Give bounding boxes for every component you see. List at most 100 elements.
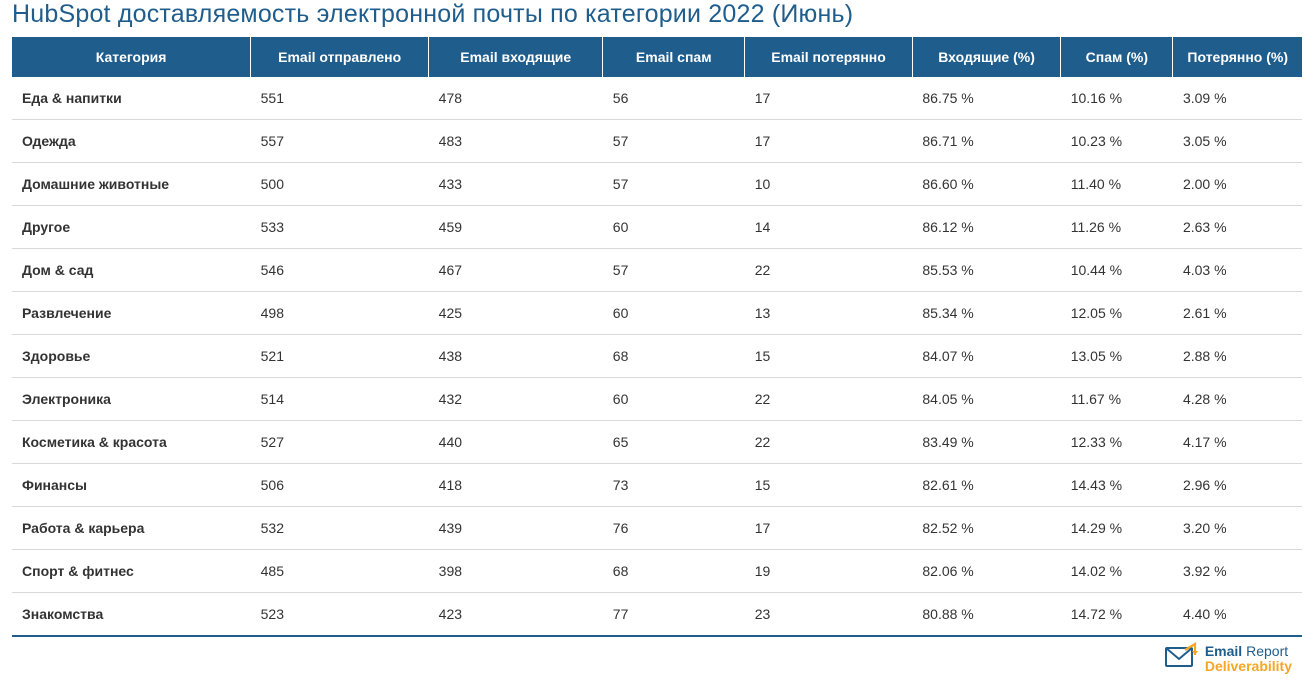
table-row: Домашние животные500433571086.60 %11.40 … xyxy=(12,163,1302,206)
value-cell: 506 xyxy=(251,464,429,507)
category-cell: Одежда xyxy=(12,120,251,163)
category-cell: Домашние животные xyxy=(12,163,251,206)
value-cell: 86.12 % xyxy=(912,206,1060,249)
category-cell: Электроника xyxy=(12,378,251,421)
value-cell: 478 xyxy=(429,77,603,120)
column-header: Email отправлено xyxy=(251,37,429,77)
column-header: Email спам xyxy=(603,37,745,77)
value-cell: 17 xyxy=(745,120,913,163)
value-cell: 11.67 % xyxy=(1061,378,1173,421)
value-cell: 19 xyxy=(745,550,913,593)
value-cell: 83.49 % xyxy=(912,421,1060,464)
category-cell: Работа & карьера xyxy=(12,507,251,550)
column-header: Входящие (%) xyxy=(912,37,1060,77)
footer-logo-text: Email Report Deliverability xyxy=(1205,644,1292,673)
value-cell: 76 xyxy=(603,507,745,550)
category-cell: Еда & напитки xyxy=(12,77,251,120)
category-cell: Другое xyxy=(12,206,251,249)
value-cell: 15 xyxy=(745,464,913,507)
value-cell: 533 xyxy=(251,206,429,249)
value-cell: 3.05 % xyxy=(1173,120,1302,163)
value-cell: 86.60 % xyxy=(912,163,1060,206)
table-row: Еда & напитки551478561786.75 %10.16 %3.0… xyxy=(12,77,1302,120)
table-row: Знакомства523423772380.88 %14.72 %4.40 % xyxy=(12,593,1302,637)
value-cell: 60 xyxy=(603,378,745,421)
category-cell: Дом & сад xyxy=(12,249,251,292)
value-cell: 527 xyxy=(251,421,429,464)
table-row: Развлечение498425601385.34 %12.05 %2.61 … xyxy=(12,292,1302,335)
value-cell: 60 xyxy=(603,206,745,249)
value-cell: 12.33 % xyxy=(1061,421,1173,464)
value-cell: 10 xyxy=(745,163,913,206)
value-cell: 85.34 % xyxy=(912,292,1060,335)
value-cell: 11.26 % xyxy=(1061,206,1173,249)
value-cell: 433 xyxy=(429,163,603,206)
value-cell: 68 xyxy=(603,550,745,593)
value-cell: 2.88 % xyxy=(1173,335,1302,378)
value-cell: 521 xyxy=(251,335,429,378)
value-cell: 498 xyxy=(251,292,429,335)
value-cell: 4.17 % xyxy=(1173,421,1302,464)
value-cell: 3.92 % xyxy=(1173,550,1302,593)
value-cell: 438 xyxy=(429,335,603,378)
value-cell: 80.88 % xyxy=(912,593,1060,637)
value-cell: 12.05 % xyxy=(1061,292,1173,335)
value-cell: 10.44 % xyxy=(1061,249,1173,292)
value-cell: 14.29 % xyxy=(1061,507,1173,550)
value-cell: 57 xyxy=(603,120,745,163)
value-cell: 2.63 % xyxy=(1173,206,1302,249)
value-cell: 483 xyxy=(429,120,603,163)
value-cell: 398 xyxy=(429,550,603,593)
value-cell: 77 xyxy=(603,593,745,637)
value-cell: 22 xyxy=(745,378,913,421)
value-cell: 11.40 % xyxy=(1061,163,1173,206)
value-cell: 557 xyxy=(251,120,429,163)
deliverability-table: КатегорияEmail отправленоEmail входящиеE… xyxy=(12,37,1302,637)
category-cell: Здоровье xyxy=(12,335,251,378)
table-row: Здоровье521438681584.07 %13.05 %2.88 % xyxy=(12,335,1302,378)
value-cell: 551 xyxy=(251,77,429,120)
value-cell: 2.61 % xyxy=(1173,292,1302,335)
value-cell: 432 xyxy=(429,378,603,421)
value-cell: 439 xyxy=(429,507,603,550)
value-cell: 65 xyxy=(603,421,745,464)
logo-line2: Deliverability xyxy=(1205,659,1292,674)
logo-line1-a: Email xyxy=(1205,643,1242,659)
value-cell: 10.23 % xyxy=(1061,120,1173,163)
value-cell: 14.02 % xyxy=(1061,550,1173,593)
value-cell: 60 xyxy=(603,292,745,335)
column-header: Потерянно (%) xyxy=(1173,37,1302,77)
value-cell: 68 xyxy=(603,335,745,378)
value-cell: 82.61 % xyxy=(912,464,1060,507)
value-cell: 2.96 % xyxy=(1173,464,1302,507)
value-cell: 22 xyxy=(745,421,913,464)
value-cell: 10.16 % xyxy=(1061,77,1173,120)
envelope-icon xyxy=(1165,642,1199,675)
category-cell: Финансы xyxy=(12,464,251,507)
logo-line1-b: Report xyxy=(1246,643,1288,659)
value-cell: 3.20 % xyxy=(1173,507,1302,550)
value-cell: 15 xyxy=(745,335,913,378)
column-header: Категория xyxy=(12,37,251,77)
value-cell: 84.05 % xyxy=(912,378,1060,421)
page-title: HubSpot доставляемость электронной почты… xyxy=(12,0,1302,37)
table-row: Другое533459601486.12 %11.26 %2.63 % xyxy=(12,206,1302,249)
column-header: Email потерянно xyxy=(745,37,913,77)
value-cell: 23 xyxy=(745,593,913,637)
value-cell: 425 xyxy=(429,292,603,335)
value-cell: 84.07 % xyxy=(912,335,1060,378)
value-cell: 73 xyxy=(603,464,745,507)
category-cell: Косметика & красота xyxy=(12,421,251,464)
table-header-row: КатегорияEmail отправленоEmail входящиеE… xyxy=(12,37,1302,77)
value-cell: 3.09 % xyxy=(1173,77,1302,120)
value-cell: 13 xyxy=(745,292,913,335)
category-cell: Спорт & фитнес xyxy=(12,550,251,593)
value-cell: 82.52 % xyxy=(912,507,1060,550)
footer-logo: Email Report Deliverability xyxy=(1165,642,1292,675)
value-cell: 459 xyxy=(429,206,603,249)
value-cell: 532 xyxy=(251,507,429,550)
value-cell: 57 xyxy=(603,249,745,292)
table-row: Работа & карьера532439761782.52 %14.29 %… xyxy=(12,507,1302,550)
column-header: Email входящие xyxy=(429,37,603,77)
value-cell: 485 xyxy=(251,550,429,593)
